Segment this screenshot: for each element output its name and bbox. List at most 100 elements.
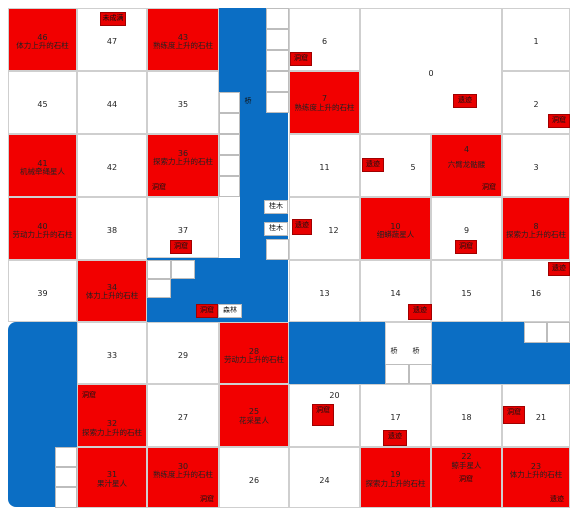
tile-15[interactable]: 15 (431, 260, 502, 322)
tile-number: 37 (177, 226, 189, 235)
tile-2[interactable]: 2 (502, 71, 570, 134)
relic-marker[interactable]: 遗迹 (383, 430, 407, 446)
cave-marker[interactable]: 洞窟 (312, 404, 334, 426)
tile-28[interactable]: 28 劳动力上升的石柱 (219, 322, 289, 384)
tile-name: 体力上升的石柱 (85, 291, 139, 300)
tile-24[interactable]: 24 (289, 447, 360, 508)
tile-11[interactable]: 11 (289, 134, 360, 197)
grid-square (266, 8, 289, 29)
tile-number: 28 (248, 347, 260, 356)
cave-label: 洞窟 (82, 391, 96, 399)
tile-31[interactable]: 31 果汁星人 (77, 447, 147, 508)
grid-square (55, 487, 77, 508)
tile-30[interactable]: 30 熟练度上升的石柱 (147, 447, 219, 508)
tile-41[interactable]: 41 机械牵绳星人 (8, 134, 77, 197)
cave-marker[interactable]: 洞窟 (455, 240, 477, 254)
tile-number: 45 (37, 100, 48, 109)
grid-square (147, 260, 171, 279)
tile-29[interactable]: 29 (147, 322, 219, 384)
tile-19[interactable]: 19 探索力上升的石柱 (360, 447, 431, 508)
tile-number: 41 (37, 159, 48, 168)
tile-name: 熟练度上升的石柱 (153, 470, 213, 479)
tile-35[interactable]: 35 (147, 71, 219, 134)
grid-square (266, 239, 289, 260)
tile-43[interactable]: 43 熟练度上升的石柱 (147, 8, 219, 71)
tile-name: 探索力上升的石柱 (153, 157, 213, 166)
tile-number: 14 (390, 289, 401, 298)
tile-25[interactable]: 25 花采星人 (219, 384, 289, 447)
grid-square (171, 260, 195, 279)
grid-square (266, 29, 289, 50)
tile-number: 44 (106, 100, 118, 109)
tile-number: 27 (177, 413, 189, 422)
tile-27[interactable]: 27 (147, 384, 219, 447)
tile-12[interactable]: 12 (289, 197, 360, 260)
tile-39[interactable]: 39 (8, 260, 77, 322)
tile-34[interactable]: 34 体力上升的石柱 (77, 260, 147, 322)
tile-number: 42 (106, 163, 118, 172)
tile-40[interactable]: 40 劳动力上升的石柱 (8, 197, 77, 260)
tile-22[interactable]: 22 鲸手星人 (431, 447, 502, 508)
grid-square (385, 364, 409, 384)
bridge-label: 桥 (390, 347, 398, 355)
grid-square (547, 322, 570, 343)
tile-33[interactable]: 33 (77, 322, 147, 384)
grid-square (219, 176, 240, 197)
grid-square (409, 364, 432, 384)
tile-46[interactable]: 46 体力上升的石柱 (8, 8, 77, 71)
tile-18[interactable]: 18 (431, 384, 502, 447)
tile-number: 5 (410, 163, 416, 172)
tile-number: 3 (533, 163, 539, 172)
tile-8[interactable]: 8 探索力上升的石柱 (502, 197, 570, 260)
forest-label: 森林 (218, 304, 242, 318)
relic-marker[interactable]: 遗迹 (548, 262, 570, 276)
tile-number: 21 (535, 413, 547, 422)
tile-36[interactable]: 36 探索力上升的石柱 (147, 134, 219, 197)
tile-7[interactable]: 7 熟练度上升的石柱 (289, 71, 360, 134)
relic-marker[interactable]: 遗迹 (408, 304, 432, 320)
tile-23[interactable]: 23 体力上升的石柱 (502, 447, 570, 508)
tile-number: 6 (321, 37, 328, 46)
cave-label: 洞窟 (459, 475, 473, 483)
tile-name: 六臂龙骷髅 (447, 160, 486, 169)
cave-marker[interactable]: 洞窟 (290, 52, 312, 66)
tile-number: 19 (390, 470, 401, 479)
tile-name: 熟练度上升的石柱 (153, 41, 213, 50)
tile-number: 7 (321, 94, 328, 103)
tile-32[interactable]: 32 探索力上升的石柱 (77, 384, 147, 447)
cave-marker[interactable]: 洞窟 (503, 406, 525, 424)
cave-marker[interactable]: 洞窟 (170, 240, 192, 254)
tile-45[interactable]: 45 (8, 71, 77, 134)
tile-42[interactable]: 42 (77, 134, 147, 197)
tile-10[interactable]: 10 细蟒蔬星人 (360, 197, 431, 260)
tile-38[interactable]: 38 (77, 197, 147, 260)
grid-square (55, 447, 77, 467)
tile-0[interactable]: 0 (360, 8, 502, 134)
cave-marker[interactable]: 洞窟 (196, 304, 218, 318)
treasure-marker[interactable]: 未成满 (100, 12, 126, 26)
tile-number: 30 (177, 462, 189, 471)
tile-1[interactable]: 1 (502, 8, 570, 71)
tile-13[interactable]: 13 (289, 260, 360, 322)
tile-4[interactable]: 4 六臂龙骷髅 (431, 134, 502, 197)
tile-number: 4 (463, 145, 470, 154)
tile-3[interactable]: 3 (502, 134, 570, 197)
tile-26[interactable]: 26 (219, 447, 289, 508)
cave-marker[interactable]: 洞窟 (548, 114, 570, 128)
tile-17[interactable]: 17 (360, 384, 431, 447)
tile-number: 2 (533, 100, 539, 109)
pillar-wood-label: 桂木 (264, 222, 288, 236)
grid-square (266, 92, 289, 113)
tile-number: 0 (428, 69, 434, 78)
relic-marker[interactable]: 遗迹 (362, 158, 384, 172)
bridge-label: 桥 (412, 347, 420, 355)
relic-marker[interactable]: 遗迹 (292, 219, 312, 235)
tile-number: 16 (530, 289, 542, 298)
tile-name: 探索力上升的石柱 (82, 428, 142, 437)
grid-square (147, 279, 171, 298)
tile-44[interactable]: 44 (77, 71, 147, 134)
grid-square (219, 134, 240, 155)
relic-marker[interactable]: 遗迹 (453, 94, 477, 108)
grid-square (55, 467, 77, 487)
